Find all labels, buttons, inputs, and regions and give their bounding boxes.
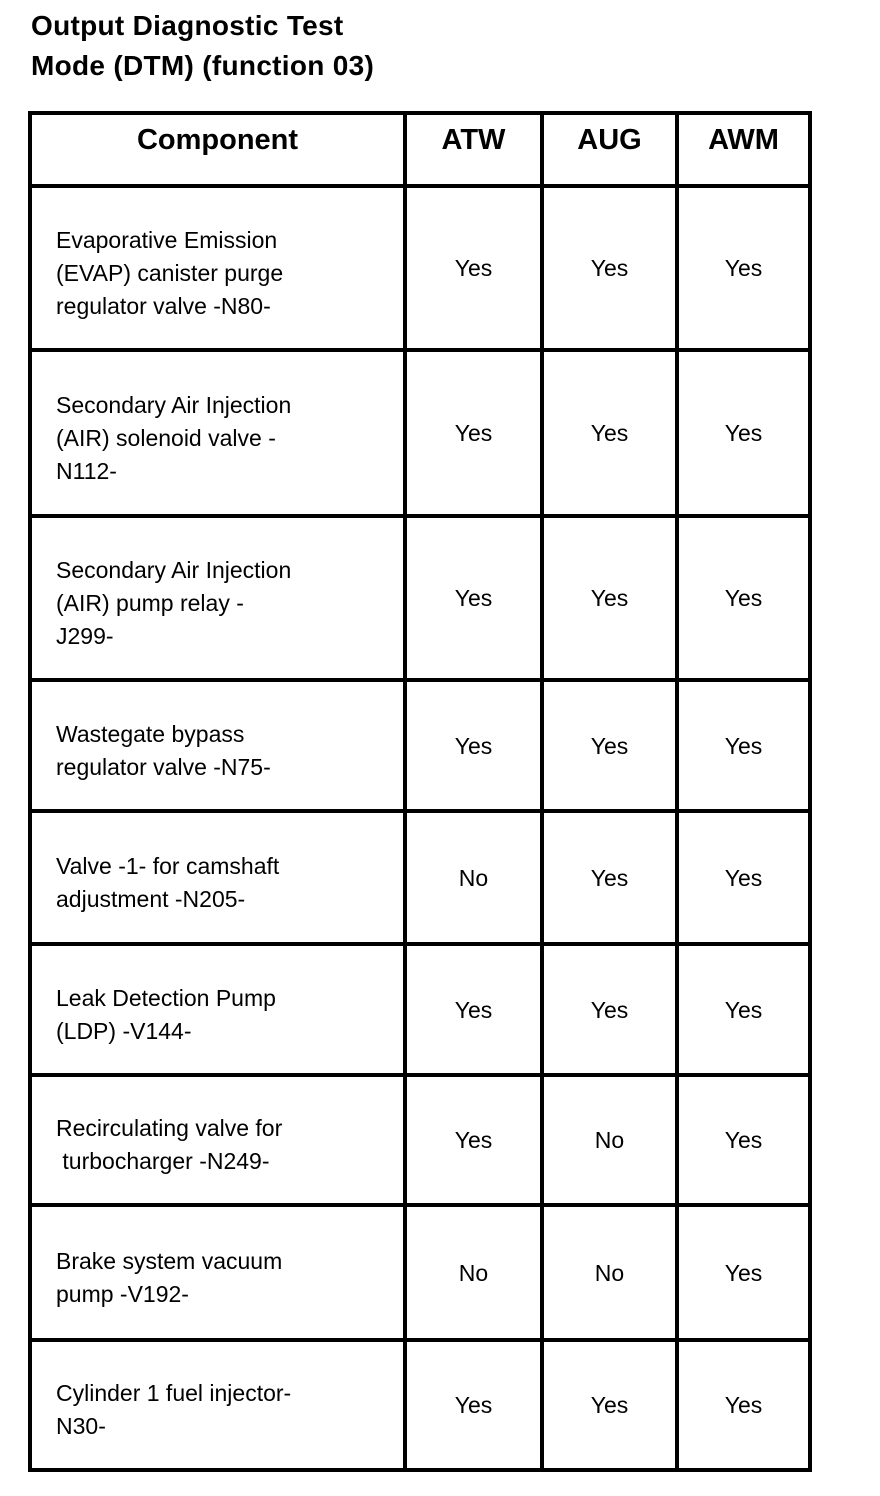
awm-value-cell: Yes xyxy=(675,514,812,682)
atw-value-cell: No xyxy=(403,809,544,946)
atw-value-cell: Yes xyxy=(403,348,544,518)
awm-value-cell: Yes xyxy=(675,809,812,946)
page-title: Output Diagnostic Test Mode (DTM) (funct… xyxy=(31,10,375,81)
column-header-aug: AUG xyxy=(540,111,679,188)
table-row: Secondary Air Injection (AIR) solenoid v… xyxy=(28,348,812,518)
awm-value-cell: Yes xyxy=(675,678,812,813)
component-cell: Brake system vacuum pump -V192- xyxy=(28,1203,407,1342)
atw-value-cell: No xyxy=(403,1203,544,1342)
component-cell: Secondary Air Injection (AIR) pump relay… xyxy=(28,514,407,682)
awm-value-cell: Yes xyxy=(675,1073,812,1207)
awm-value-cell: Yes xyxy=(675,184,812,352)
component-cell: Recirculating valve for turbocharger -N2… xyxy=(28,1073,407,1207)
aug-value-cell: No xyxy=(540,1073,679,1207)
component-cell: Leak Detection Pump (LDP) -V144- xyxy=(28,942,407,1077)
table-row: Secondary Air Injection (AIR) pump relay… xyxy=(28,514,812,682)
aug-value-cell: Yes xyxy=(540,514,679,682)
table-row: Evaporative Emission (EVAP) canister pur… xyxy=(28,184,812,352)
awm-value-cell: Yes xyxy=(675,1338,812,1472)
atw-value-cell: Yes xyxy=(403,184,544,352)
atw-value-cell: Yes xyxy=(403,942,544,1077)
table-row: Leak Detection Pump (LDP) -V144- Yes Yes… xyxy=(28,942,812,1077)
atw-value-cell: Yes xyxy=(403,514,544,682)
awm-value-cell: Yes xyxy=(675,348,812,518)
component-cell: Wastegate bypass regulator valve -N75- xyxy=(28,678,407,813)
table-header-row: Component ATW AUG AWM xyxy=(28,111,812,188)
atw-value-cell: Yes xyxy=(403,678,544,813)
atw-value-cell: Yes xyxy=(403,1338,544,1472)
table-row: Recirculating valve for turbocharger -N2… xyxy=(28,1073,812,1207)
aug-value-cell: No xyxy=(540,1203,679,1342)
awm-value-cell: Yes xyxy=(675,942,812,1077)
dtm-components-table: Component ATW AUG AWM Evaporative Emissi… xyxy=(28,111,812,1472)
aug-value-cell: Yes xyxy=(540,348,679,518)
table-row: Cylinder 1 fuel injector- N30- Yes Yes Y… xyxy=(28,1338,812,1472)
component-cell: Evaporative Emission (EVAP) canister pur… xyxy=(28,184,407,352)
component-cell: Secondary Air Injection (AIR) solenoid v… xyxy=(28,348,407,518)
component-cell: Valve -1- for camshaft adjustment -N205- xyxy=(28,809,407,946)
aug-value-cell: Yes xyxy=(540,809,679,946)
aug-value-cell: Yes xyxy=(540,1338,679,1472)
aug-value-cell: Yes xyxy=(540,942,679,1077)
table-row: Wastegate bypass regulator valve -N75- Y… xyxy=(28,678,812,813)
awm-value-cell: Yes xyxy=(675,1203,812,1342)
component-cell: Cylinder 1 fuel injector- N30- xyxy=(28,1338,407,1472)
table-row: Valve -1- for camshaft adjustment -N205-… xyxy=(28,809,812,946)
atw-value-cell: Yes xyxy=(403,1073,544,1207)
column-header-awm: AWM xyxy=(675,111,812,188)
column-header-atw: ATW xyxy=(403,111,544,188)
column-header-component: Component xyxy=(28,111,407,188)
table-row: Brake system vacuum pump -V192- No No Ye… xyxy=(28,1203,812,1342)
aug-value-cell: Yes xyxy=(540,678,679,813)
aug-value-cell: Yes xyxy=(540,184,679,352)
